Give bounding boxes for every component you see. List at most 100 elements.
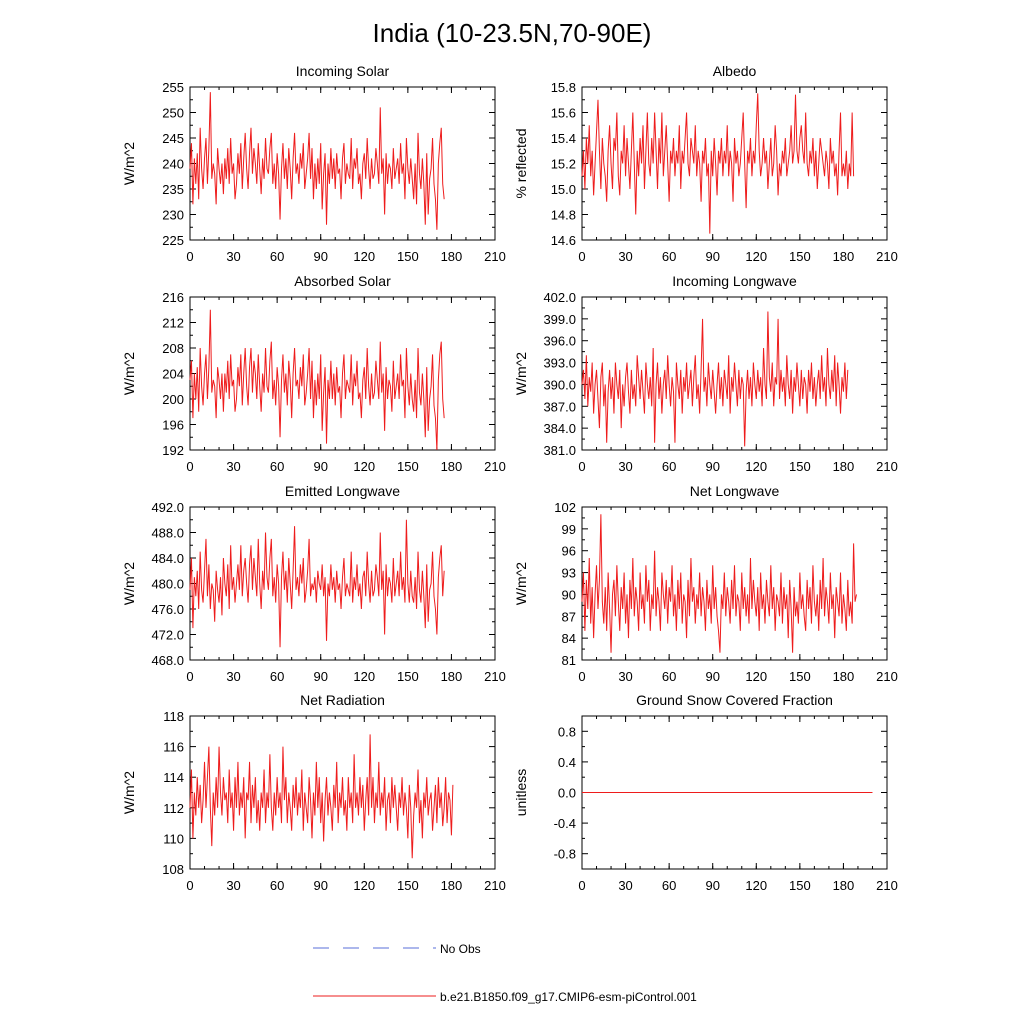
x-tick-label: 120 xyxy=(353,878,375,893)
y-tick-label: 208 xyxy=(162,341,184,356)
x-tick-label: 180 xyxy=(441,878,463,893)
y-tick-label: 484.0 xyxy=(151,551,184,566)
x-tick-label: 180 xyxy=(441,669,463,684)
x-tick-label: 0 xyxy=(186,878,193,893)
y-axis-label: W/m^2 xyxy=(121,562,137,605)
y-tick-label: 393.0 xyxy=(543,356,576,371)
panel-title: Emitted Longwave xyxy=(285,483,400,499)
y-tick-label: 480.0 xyxy=(151,577,184,592)
x-tick-label: 60 xyxy=(270,878,284,893)
x-tick-label: 60 xyxy=(662,249,676,264)
series-line xyxy=(189,309,445,451)
y-tick-label: 15.2 xyxy=(551,157,576,172)
y-tick-label: 472.0 xyxy=(151,628,184,643)
x-tick-label: 210 xyxy=(876,878,898,893)
y-tick-label: 87 xyxy=(562,609,576,624)
y-tick-label: 396.0 xyxy=(543,334,576,349)
x-tick-label: 150 xyxy=(397,459,419,474)
x-tick-label: 120 xyxy=(745,878,767,893)
x-tick-label: 60 xyxy=(662,669,676,684)
y-tick-label: 116 xyxy=(163,740,184,755)
x-tick-label: 180 xyxy=(833,669,855,684)
x-tick-label: 30 xyxy=(618,249,632,264)
panel-title: Ground Snow Covered Fraction xyxy=(636,692,833,708)
y-tick-label: 235 xyxy=(162,182,184,197)
x-tick-label: 0 xyxy=(578,249,585,264)
panel-title: Absorbed Solar xyxy=(294,273,391,289)
x-tick-label: 180 xyxy=(833,249,855,264)
x-tick-label: 210 xyxy=(876,669,898,684)
y-tick-label: 384.0 xyxy=(543,421,576,436)
y-tick-label: 114 xyxy=(163,770,184,785)
series-line xyxy=(189,519,445,648)
y-tick-label: 81 xyxy=(562,653,576,668)
figure-title: India (10-23.5N,70-90E) xyxy=(373,18,652,48)
legend-label-no-obs: No Obs xyxy=(440,942,481,956)
x-tick-label: 60 xyxy=(662,459,676,474)
y-tick-label: 192 xyxy=(162,443,184,458)
y-tick-label: 390.0 xyxy=(543,377,576,392)
x-tick-label: 0 xyxy=(578,459,585,474)
y-tick-label: 118 xyxy=(163,709,184,724)
y-axis-label: W/m^2 xyxy=(513,562,529,605)
y-tick-label: 0.0 xyxy=(558,786,576,801)
x-tick-label: 120 xyxy=(745,249,767,264)
panel-6: 0 30 60 90 120 150 180 210 81 84 87 90 93 96 99 102 Net … xyxy=(513,483,898,684)
x-tick-label: 120 xyxy=(353,249,375,264)
x-tick-label: 120 xyxy=(353,459,375,474)
series-line xyxy=(189,92,445,230)
y-tick-label: 245 xyxy=(162,131,184,146)
x-tick-label: 210 xyxy=(876,459,898,474)
y-tick-label: 14.6 xyxy=(551,233,576,248)
y-tick-label: -0.4 xyxy=(554,816,576,831)
panel-title: Net Radiation xyxy=(300,692,385,708)
panel-7: 0 30 60 90 120 150 180 210 108 110 112 114 116 118 Net… xyxy=(121,692,506,893)
panel-title: Incoming Longwave xyxy=(672,273,797,289)
series-line xyxy=(581,311,849,447)
x-tick-label: 120 xyxy=(745,459,767,474)
y-tick-label: 108 xyxy=(162,862,184,877)
x-tick-label: 0 xyxy=(186,669,193,684)
y-tick-label: 381.0 xyxy=(543,443,576,458)
y-tick-label: 212 xyxy=(162,316,184,331)
y-axis-label: unitless xyxy=(513,769,529,816)
x-tick-label: 120 xyxy=(745,669,767,684)
x-tick-label: 60 xyxy=(270,459,284,474)
panels: 0 30 60 90 120 150 180 210 225 230 235 240 245 250 255… xyxy=(121,63,898,893)
x-tick-label: 90 xyxy=(705,878,719,893)
y-tick-label: 99 xyxy=(562,522,576,537)
legend-label-model: b.e21.B1850.f09_g17.CMIP6-esm-piControl.… xyxy=(440,990,697,1004)
x-tick-label: 150 xyxy=(397,878,419,893)
x-tick-label: 180 xyxy=(441,249,463,264)
x-tick-label: 60 xyxy=(662,878,676,893)
x-tick-label: 60 xyxy=(270,249,284,264)
x-tick-label: 150 xyxy=(789,459,811,474)
x-tick-label: 0 xyxy=(186,459,193,474)
x-tick-label: 150 xyxy=(397,669,419,684)
series-line xyxy=(581,514,857,653)
x-tick-label: 210 xyxy=(484,459,506,474)
x-tick-label: 150 xyxy=(789,249,811,264)
y-tick-label: 0.4 xyxy=(558,755,576,770)
y-tick-label: 15.8 xyxy=(551,80,576,95)
y-tick-label: 492.0 xyxy=(151,500,184,515)
x-tick-label: 210 xyxy=(484,249,506,264)
x-tick-label: 120 xyxy=(353,669,375,684)
series-line xyxy=(581,93,855,234)
x-tick-label: 30 xyxy=(226,669,240,684)
y-tick-label: 230 xyxy=(162,208,184,223)
y-tick-label: 84 xyxy=(562,631,576,646)
y-tick-label: 102 xyxy=(554,500,576,515)
panel-4: 0 30 60 90 120 150 180 210 381.0 384.0 387.0 390.0 3… xyxy=(513,273,898,474)
y-tick-label: 225 xyxy=(162,233,184,248)
y-tick-label: 200 xyxy=(162,392,184,407)
x-tick-label: 30 xyxy=(618,459,632,474)
x-tick-label: 90 xyxy=(313,249,327,264)
y-tick-label: 196 xyxy=(162,418,184,433)
legend: No Obs b.e21.B1850.f09_g17.CMIP6-esm-piC… xyxy=(313,942,697,1004)
x-tick-label: 90 xyxy=(313,459,327,474)
x-tick-label: 0 xyxy=(578,878,585,893)
y-tick-label: 488.0 xyxy=(151,526,184,541)
x-tick-label: 30 xyxy=(226,878,240,893)
